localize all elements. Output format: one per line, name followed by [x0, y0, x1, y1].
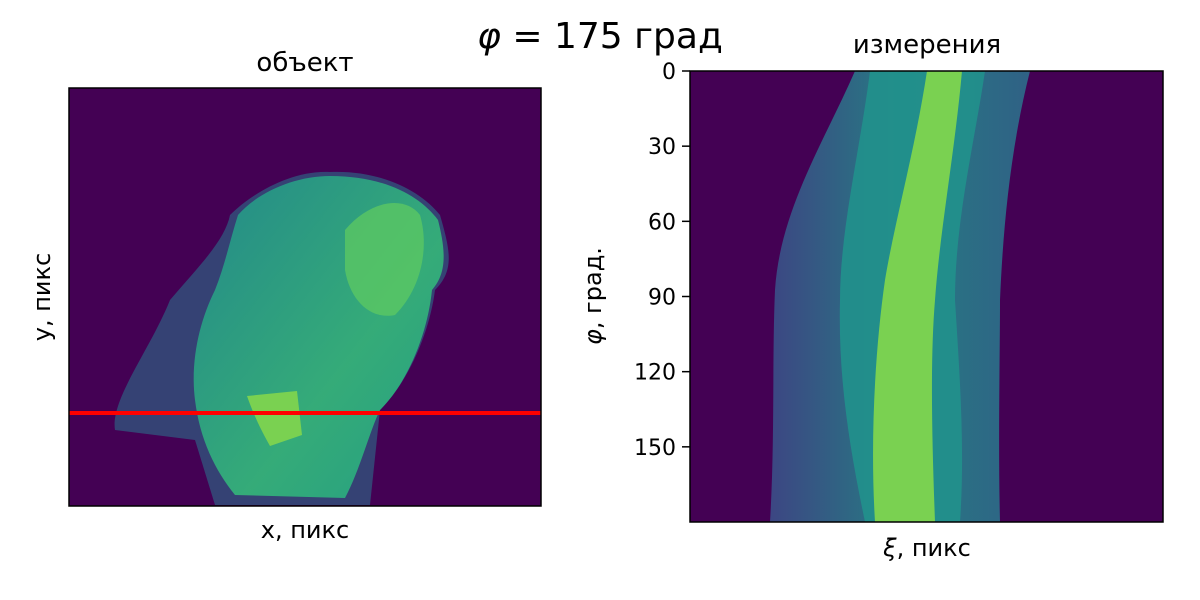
y-tick-label: 150 [634, 436, 676, 461]
object-insert [247, 391, 302, 446]
object-ylabel: y, пикс [28, 253, 56, 341]
y-tick-label: 90 [648, 286, 676, 311]
object-panel: объект x, пикс y, пикс [28, 48, 542, 544]
sinogram-y-axis: 0 30 60 90 120 150 [634, 60, 690, 461]
object-frame [68, 87, 542, 507]
y-tick-label: 60 [648, 210, 676, 235]
sinogram-xlabel: ξ, пикс [882, 534, 971, 562]
y-tick-label: 120 [634, 361, 676, 386]
figure-suptitle: φ = 175 град [477, 16, 723, 57]
object-bright-region [345, 203, 424, 316]
sinogram-xlabel-var: ξ [882, 534, 897, 562]
suptitle-value: = 175 град [501, 16, 723, 57]
suptitle-phi: φ [477, 16, 501, 57]
sinogram-core-band [873, 71, 962, 522]
sinogram-xlabel-rest: , пикс [897, 534, 971, 562]
object-xlabel: x, пикс [261, 516, 349, 544]
sinogram-image [690, 71, 1163, 522]
y-tick-label: 0 [662, 60, 676, 85]
sinogram-ylabel-var: φ [579, 329, 607, 345]
object-title: объект [256, 48, 353, 78]
sinogram-panel: измерения 0 30 60 90 120 150 ξ, пикс φ, град. [579, 30, 1164, 562]
sinogram-ylabel: φ, град. [579, 247, 607, 345]
object-image [69, 88, 541, 506]
sinogram-ylabel-rest: , град. [579, 247, 607, 329]
sinogram-title: измерения [853, 30, 1001, 60]
y-tick-label: 30 [648, 135, 676, 160]
